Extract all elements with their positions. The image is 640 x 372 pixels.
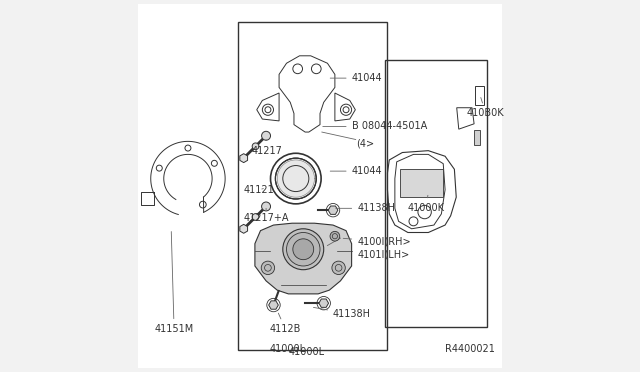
Polygon shape [319, 299, 328, 307]
Bar [401, 169, 444, 197]
Circle shape [275, 158, 316, 199]
Text: 41217+A: 41217+A [244, 208, 289, 222]
Text: 41000L: 41000L [269, 343, 306, 353]
Circle shape [252, 214, 259, 220]
Text: 41121: 41121 [244, 185, 275, 195]
Text: 41138H: 41138H [314, 307, 371, 319]
Polygon shape [328, 206, 338, 214]
Polygon shape [269, 301, 278, 309]
Text: 41138H: 41138H [336, 203, 395, 213]
Text: 41000L: 41000L [289, 347, 324, 356]
Circle shape [332, 261, 346, 275]
Bar [474, 131, 480, 145]
Text: (4>: (4> [356, 138, 374, 148]
Circle shape [261, 261, 275, 275]
Bar [385, 60, 488, 327]
Text: 410B0K: 410B0K [467, 97, 504, 118]
Circle shape [287, 232, 320, 266]
Text: 41044: 41044 [330, 166, 382, 176]
Circle shape [293, 239, 314, 260]
Text: 4112B: 4112B [270, 313, 301, 334]
Text: R4400021: R4400021 [445, 343, 495, 353]
Circle shape [262, 202, 271, 211]
Bar [238, 22, 387, 350]
Circle shape [330, 231, 340, 241]
Polygon shape [255, 223, 351, 294]
Polygon shape [240, 154, 248, 163]
Text: 41044: 41044 [330, 73, 382, 83]
Text: 41151M: 41151M [154, 231, 194, 334]
Text: 4101I(LH>: 4101I(LH> [357, 250, 410, 260]
Text: 41217: 41217 [251, 140, 282, 155]
Text: 4100I(RH>: 4100I(RH> [343, 237, 411, 247]
Text: 41000K: 41000K [408, 195, 444, 213]
Circle shape [262, 131, 271, 140]
Circle shape [283, 229, 324, 270]
Circle shape [252, 143, 259, 150]
Text: B 08044-4501A: B 08044-4501A [323, 122, 427, 131]
Polygon shape [240, 224, 248, 233]
